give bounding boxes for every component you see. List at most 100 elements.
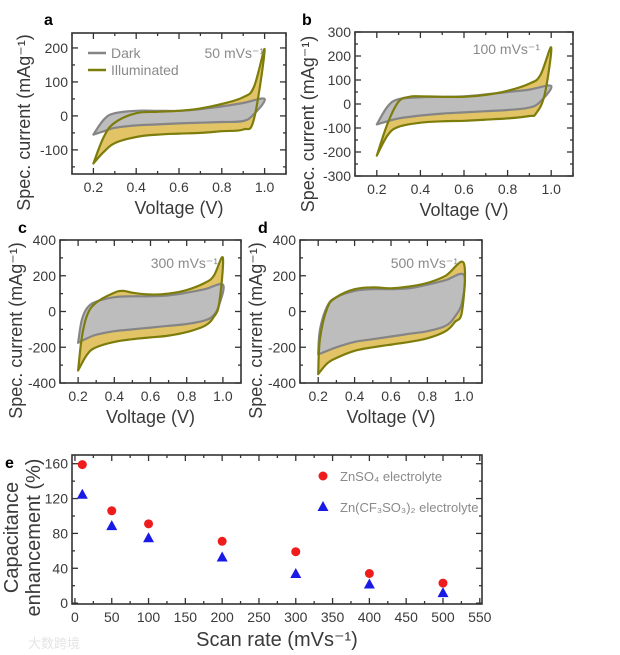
y-tick-label: -100 — [40, 142, 68, 158]
illuminated-cv-curve — [375, 46, 553, 157]
x-tick-label: 1.0 — [213, 388, 233, 404]
y-tick-label: -200 — [28, 339, 56, 355]
legend-znso4-marker — [318, 471, 328, 481]
znso4-point — [364, 569, 374, 579]
x-tick-label: 450 — [395, 609, 419, 625]
znso4-point — [291, 547, 301, 557]
y-tick-label: 0 — [343, 96, 351, 112]
zncf3so3-point — [290, 568, 302, 579]
x-axis-title: Voltage (V) — [346, 407, 435, 427]
y-tick-label: -400 — [268, 375, 296, 391]
panel-letter: b — [302, 12, 312, 29]
y-tick-label: 400 — [273, 232, 297, 248]
scan-rate-annotation: 50 mVs⁻¹ — [204, 45, 264, 61]
x-tick-label: 0.8 — [212, 179, 232, 195]
y-tick-label: 200 — [33, 268, 57, 284]
x-tick-label: 0.4 — [345, 388, 365, 404]
legend-dark-label: Dark — [111, 45, 142, 61]
panel-letter: d — [258, 220, 268, 237]
y-tick-label: 100 — [328, 72, 352, 88]
x-tick-label: 0.6 — [381, 388, 401, 404]
x-tick-label: 300 — [284, 609, 308, 625]
x-tick-label: 50 — [104, 609, 120, 625]
znso4-point — [107, 506, 117, 516]
panel-e: 0 50 100 150 200 250 300 350 400 450 500 550 0 40 80 12… — [1, 454, 492, 651]
zncf3so3-point — [106, 520, 118, 531]
x-tick-label: 200 — [210, 609, 234, 625]
zncf3so3-point — [216, 551, 228, 562]
x-tick-label: 0.6 — [141, 388, 161, 404]
x-tick-label: 0.8 — [498, 181, 518, 197]
y-tick-label: -200 — [323, 144, 351, 160]
znso4-point — [438, 578, 448, 588]
y-tick-label: 0 — [60, 108, 68, 124]
x-tick-label: 550 — [468, 609, 492, 625]
y-axis-title: Spec. current (mAg⁻¹) — [246, 242, 266, 419]
watermark: 大数跨境 — [28, 636, 80, 651]
x-tick-label: 0.4 — [411, 181, 431, 197]
dark-cv-curve — [77, 282, 225, 344]
x-tick-label: 350 — [321, 609, 345, 625]
illuminated-cv-curve — [317, 260, 467, 376]
x-tick-label: 0.8 — [177, 388, 197, 404]
y-tick-label: 120 — [45, 491, 69, 507]
legend: ZnSO₄ electrolyte Zn(CF₃SO₃)₂ electrolyte — [317, 469, 478, 515]
zncf3so3-point — [363, 578, 375, 589]
x-tick-label: 0 — [71, 609, 79, 625]
x-tick-label: 1.0 — [255, 179, 275, 195]
panel-d: 0.2 0.4 0.6 0.8 1.0 -400 -200 0 200 400 Voltage (V… — [246, 220, 483, 427]
x-axis-title: Voltage (V) — [134, 198, 223, 218]
y-tick-label: -300 — [323, 168, 351, 184]
panel-letter: a — [44, 12, 53, 29]
x-axis-title: Scan rate (mVs⁻¹) — [196, 629, 358, 651]
x-tick-label: 1.0 — [454, 388, 474, 404]
legend-znso4-label: ZnSO₄ electrolyte — [340, 469, 442, 484]
x-tick-label: 0.2 — [68, 388, 88, 404]
x-axis-title: Voltage (V) — [106, 407, 195, 427]
y-axis-title: Spec. current (mAg⁻¹) — [14, 34, 34, 211]
y-tick-label: -200 — [268, 339, 296, 355]
y-tick-label: 80 — [52, 525, 68, 541]
x-tick-label: 400 — [358, 609, 382, 625]
dark-cv-curve — [92, 97, 266, 136]
y-tick-label: 40 — [52, 560, 68, 576]
y-axis-title: Spec. current (mAg⁻¹) — [6, 242, 26, 419]
legend-illuminated-label: Illuminated — [111, 62, 179, 78]
y-tick-label: 200 — [45, 40, 69, 56]
x-tick-label: 0.6 — [454, 181, 474, 197]
panel-c: 0.2 0.4 0.6 0.8 1.0 -400 -200 0 200 400 Voltage (V… — [6, 220, 242, 427]
illuminated-cv-curve — [77, 255, 225, 372]
y-axis-title-line2: enhancement (%) — [23, 459, 45, 617]
zncf3so3-point — [143, 532, 155, 543]
x-tick-label: 500 — [431, 609, 455, 625]
x-tick-label: 0.6 — [169, 179, 189, 195]
x-tick-label: 0.2 — [84, 179, 104, 195]
x-tick-label: 0.4 — [126, 179, 146, 195]
y-tick-label: 0 — [60, 595, 68, 611]
panel-b: 0.2 0.4 0.6 0.8 1.0 -300 -200 -100 0 100 200 300 Vol… — [298, 12, 574, 220]
zncf3so3-point — [437, 587, 449, 598]
y-tick-label: 0 — [288, 304, 296, 320]
legend-zncf3so3-marker — [317, 501, 329, 511]
y-tick-label: 200 — [328, 48, 352, 64]
y-tick-label: -400 — [28, 375, 56, 391]
x-tick-label: 0.8 — [418, 388, 438, 404]
x-tick-label: 150 — [174, 609, 198, 625]
y-tick-label: 300 — [328, 24, 352, 40]
legend-zncf3so3-label: Zn(CF₃SO₃)₂ electrolyte — [340, 500, 478, 515]
znso4-point — [217, 536, 227, 546]
y-tick-label: 100 — [45, 74, 69, 90]
y-tick-label: -100 — [323, 120, 351, 136]
x-tick-label: 1.0 — [541, 181, 561, 197]
y-tick-label: 160 — [45, 456, 69, 472]
panel-letter: c — [18, 220, 27, 237]
y-tick-label: 200 — [273, 268, 297, 284]
scan-rate-annotation: 300 mVs⁻¹ — [151, 255, 219, 271]
x-tick-label: 0.2 — [308, 388, 328, 404]
znso4-point — [77, 460, 87, 470]
scan-rate-annotation: 500 mVs⁻¹ — [391, 255, 459, 271]
y-axis-title: Spec. current (mAg⁻¹) — [298, 36, 318, 213]
illuminated-cv-curve — [92, 48, 266, 165]
x-tick-label: 0.4 — [105, 388, 125, 404]
panel-letter: e — [5, 455, 14, 472]
